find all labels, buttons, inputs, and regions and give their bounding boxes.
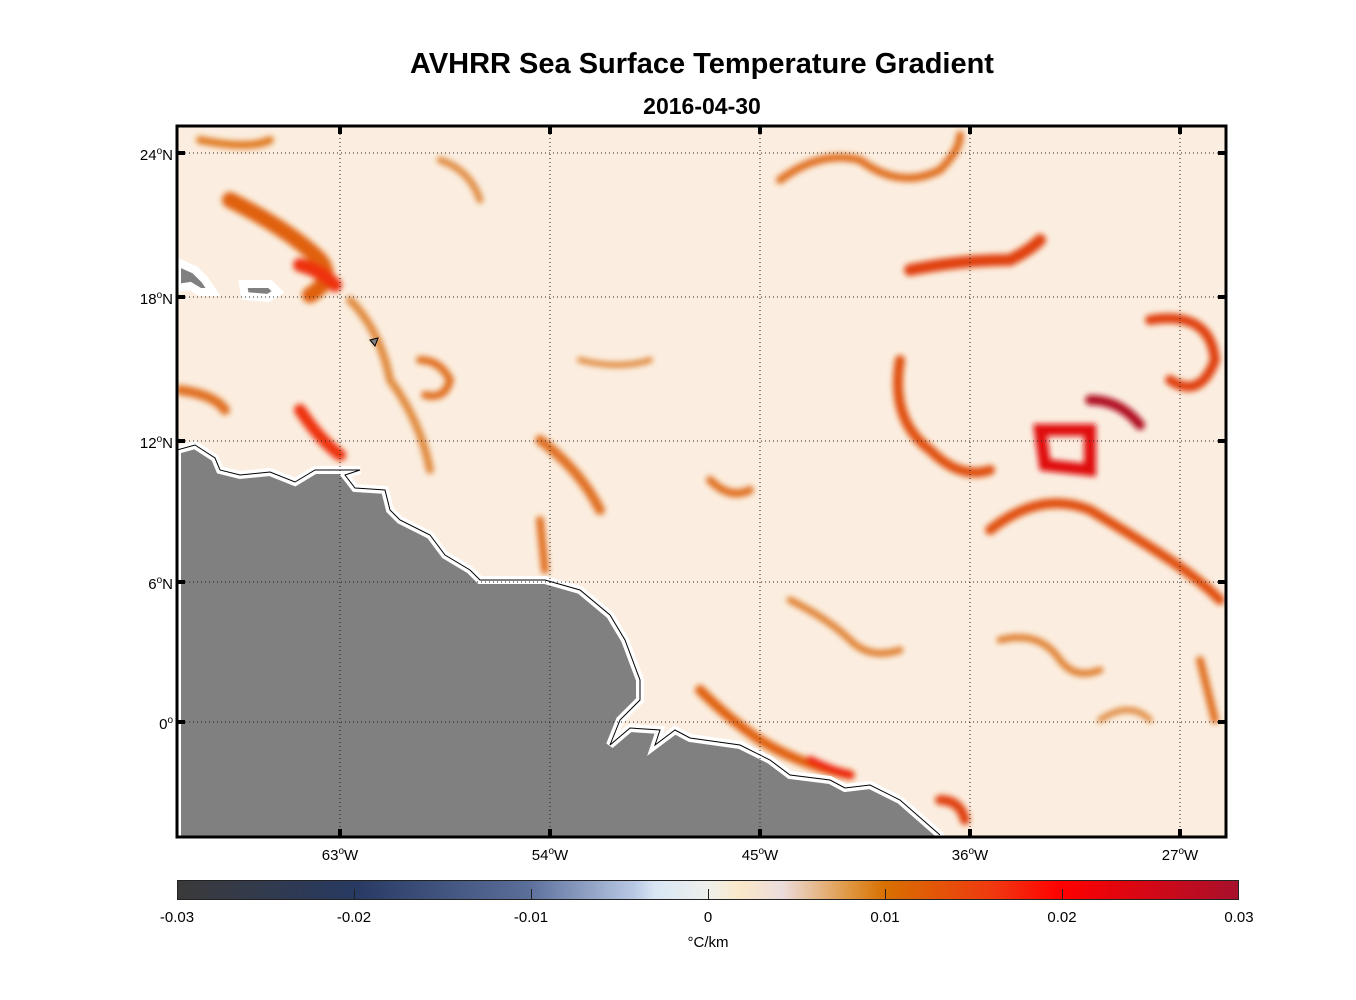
map-frame xyxy=(175,124,1228,839)
colorbar-tick-label: 0.03 xyxy=(1224,909,1254,926)
graticule xyxy=(177,126,1226,837)
colorbar-tick-label: -0.01 xyxy=(513,909,549,926)
lat-tick-label: 24oN xyxy=(139,146,173,164)
colorbar-tick xyxy=(1062,889,1063,900)
colorbar-tick-label: 0 xyxy=(703,909,713,926)
lat-tick-label: 6oN xyxy=(148,575,173,593)
colorbar-tick xyxy=(708,889,709,900)
lat-tick-label: 18oN xyxy=(139,290,173,308)
colorbar-unit-label: °C/km xyxy=(687,934,729,951)
lon-tick-label: 45oW xyxy=(741,846,779,864)
puerto-rico-land xyxy=(238,280,285,303)
colorbar-tick-label: -0.03 xyxy=(159,909,195,926)
frame-ticks xyxy=(177,126,1226,837)
colorbar-tick xyxy=(354,889,355,900)
lat-tick-label: 12oN xyxy=(139,434,173,452)
lon-tick-label: 54oW xyxy=(531,846,569,864)
colorbar-tick xyxy=(885,889,886,900)
map-subtitle: 2016-04-30 xyxy=(643,93,761,119)
lon-tick-label: 63oW xyxy=(321,846,359,864)
lat-tick-label: 0o xyxy=(159,715,173,733)
gradient-fronts xyxy=(177,131,1225,825)
map-title: AVHRR Sea Surface Temperature Gradient xyxy=(410,48,994,80)
hispaniola-land xyxy=(177,257,221,296)
colorbar-tick xyxy=(531,889,532,900)
lon-tick-label: 36oW xyxy=(951,846,989,864)
colorbar-tick-label: 0.02 xyxy=(1047,909,1077,926)
lon-tick-label: 27oW xyxy=(1161,846,1199,864)
colorbar-tick-label: 0.01 xyxy=(870,909,900,926)
colorbar-tick-label: -0.02 xyxy=(336,909,372,926)
